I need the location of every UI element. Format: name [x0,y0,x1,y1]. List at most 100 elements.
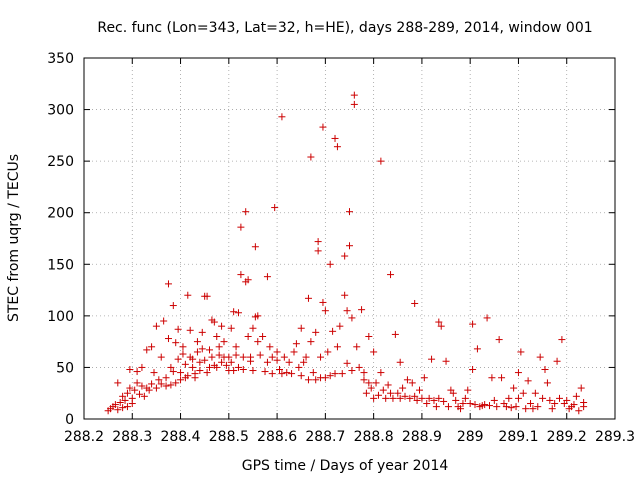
data-point [317,353,325,361]
data-point [488,374,496,382]
data-point [263,358,271,366]
data-point [425,394,433,402]
data-point [324,348,332,356]
data-point [254,338,262,346]
data-point [157,380,165,388]
data-point [466,400,474,408]
data-point [206,346,214,354]
data-point [193,348,201,356]
data-point [415,386,423,394]
data-point [121,396,129,404]
data-point [331,134,339,142]
data-point [336,322,344,330]
y-tick-label: 0 [65,412,74,428]
data-point [457,405,465,413]
data-point [387,389,395,397]
data-point [338,370,346,378]
data-point [184,291,192,299]
data-point [242,208,250,216]
data-point [384,381,392,389]
data-point [570,401,578,409]
data-point [172,379,180,387]
data-point [389,394,397,402]
data-point [203,292,211,300]
data-point [519,389,527,397]
data-point [471,401,479,409]
data-point [428,355,436,363]
data-point [150,369,158,377]
data-point [189,363,197,371]
data-point [152,322,160,330]
data-point [370,394,378,402]
data-point [239,353,247,361]
data-point [534,403,542,411]
data-point [420,374,428,382]
data-point [225,353,233,361]
data-point [365,332,373,340]
data-point [186,326,194,334]
x-tick-label: 288.6 [257,429,297,445]
data-point [502,403,510,411]
data-point [227,358,235,366]
data-point [367,384,375,392]
data-point [314,247,322,255]
y-tick-label: 200 [47,206,74,222]
data-point [382,394,390,402]
data-point [126,384,134,392]
data-point [512,403,520,411]
data-point [473,345,481,353]
data-point [435,318,443,326]
data-point [191,374,199,382]
data-point [244,276,252,284]
data-point [531,389,539,397]
x-tick-label: 289.1 [498,429,538,445]
data-point [333,343,341,351]
data-point [440,397,448,405]
data-point [358,306,366,314]
x-tick-label: 289 [457,429,484,445]
data-points [104,91,588,415]
data-point [278,113,286,121]
data-point [254,312,262,320]
data-point [198,328,206,336]
data-point [131,386,139,394]
data-point [510,384,518,392]
data-point [558,336,566,344]
data-point [189,355,197,363]
data-point [403,376,411,384]
data-point [377,369,385,377]
data-point [309,369,317,377]
data-point [232,351,240,359]
data-point [247,357,255,365]
data-point [411,299,419,307]
data-point [230,308,238,316]
data-point [295,363,303,371]
data-point [167,363,175,371]
data-point [157,353,165,361]
data-point [304,294,312,302]
data-point [155,376,163,384]
data-point [263,273,271,281]
data-point [360,369,368,377]
data-point [273,348,281,356]
data-point [413,396,421,404]
data-point [430,396,438,404]
data-point [292,340,300,348]
data-point [203,369,211,377]
grid-lines [84,58,615,419]
data-point [580,398,588,406]
data-point [312,376,320,384]
data-point [350,91,358,99]
data-point [126,365,134,373]
data-point [249,367,257,375]
data-point [164,280,172,288]
data-point [215,351,223,359]
data-point [148,380,156,388]
data-point [543,379,551,387]
data-point [432,403,440,411]
data-point [280,353,288,361]
data-point [343,307,351,315]
data-point [498,374,506,382]
data-point [348,367,356,375]
